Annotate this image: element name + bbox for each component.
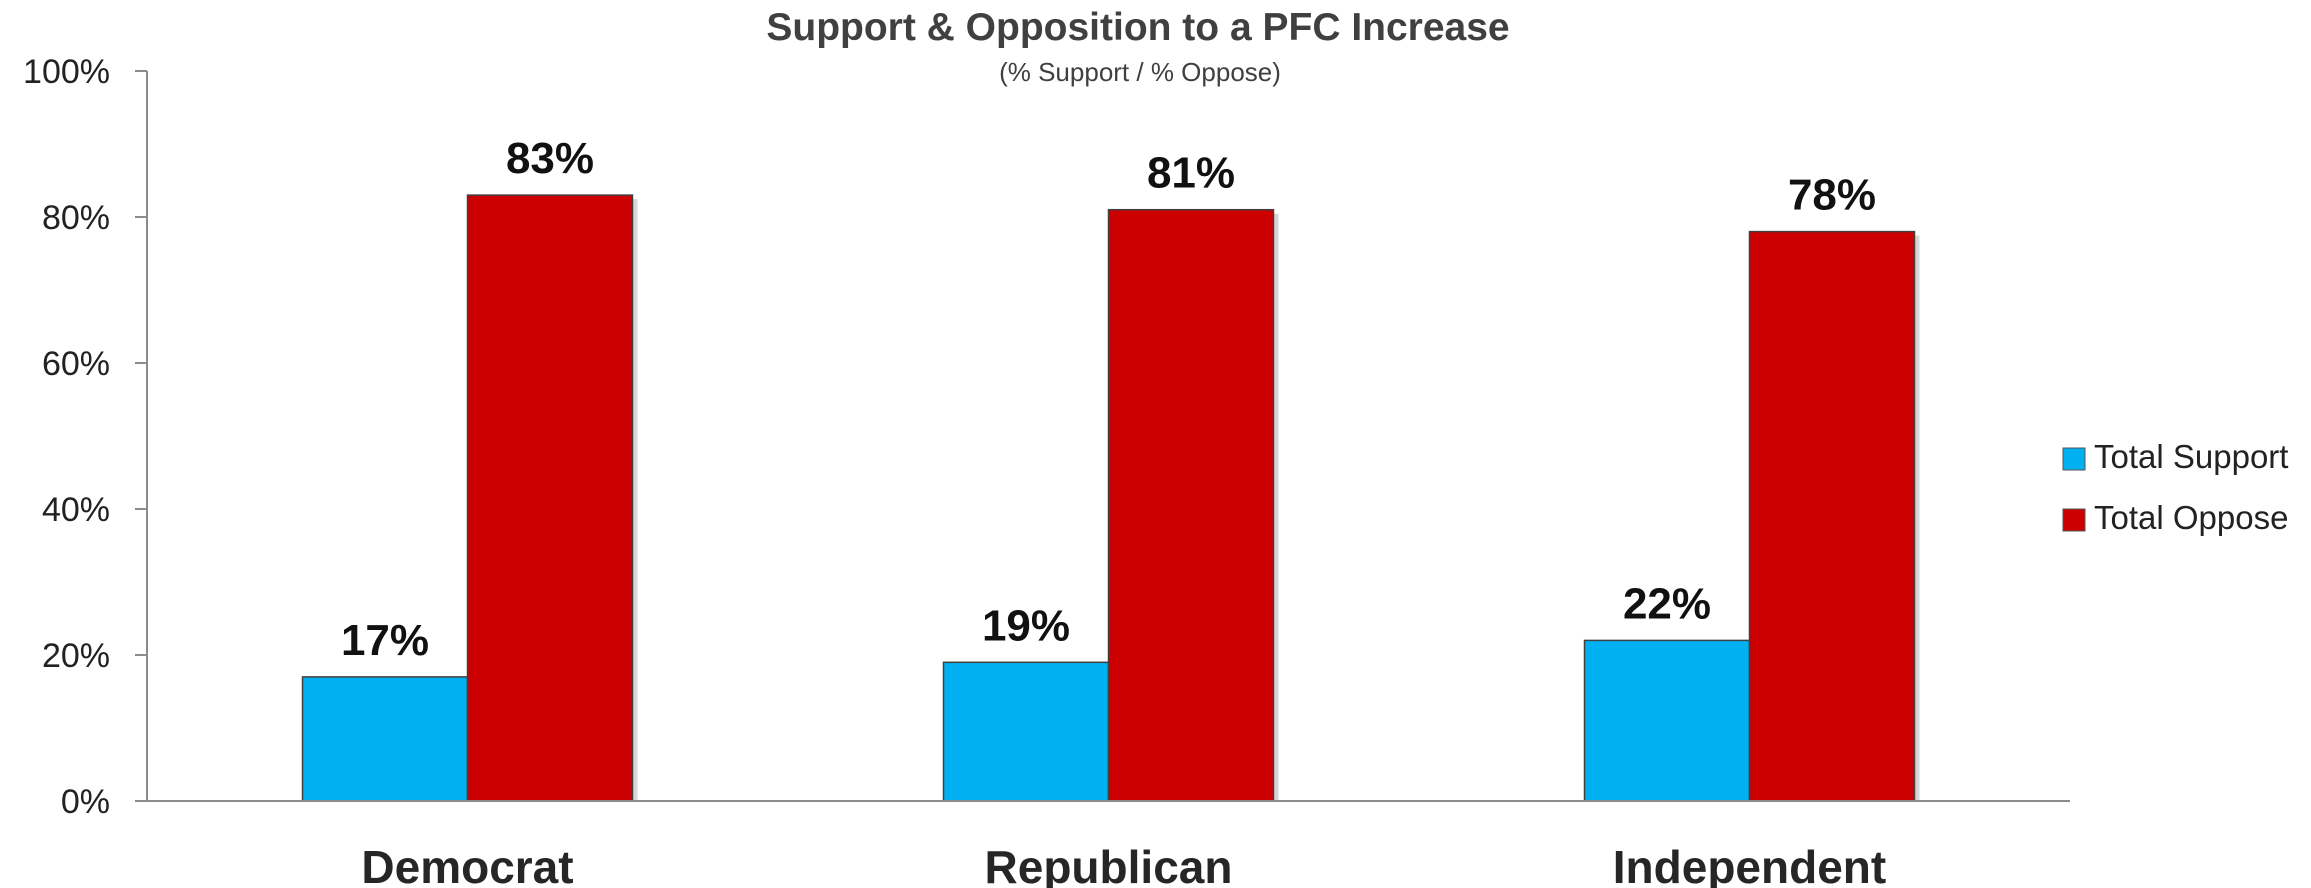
bars: 17% 83% 19% 81% 22% 78% bbox=[301, 134, 1920, 802]
legend-label-total-oppose: Total Oppose bbox=[2094, 499, 2288, 536]
chart-title: Support & Opposition to a PFC Increase bbox=[766, 6, 1509, 49]
bar-total-support bbox=[301, 676, 469, 802]
data-label: 22% bbox=[1623, 579, 1711, 628]
legend: Total Support Total Oppose bbox=[2062, 438, 2288, 536]
x-axis: Democrat Republican Independent bbox=[147, 800, 2070, 888]
y-tick-label: 40% bbox=[42, 491, 110, 529]
y-tick-label: 60% bbox=[42, 345, 110, 383]
data-label: 81% bbox=[1147, 149, 1235, 198]
bar-total-oppose bbox=[466, 194, 634, 802]
y-tick-label: 0% bbox=[61, 783, 110, 821]
y-tick-label: 100% bbox=[23, 53, 110, 91]
bar-total-support bbox=[1583, 639, 1751, 802]
legend-swatch-total-support bbox=[2062, 447, 2086, 471]
y-tick-label: 20% bbox=[42, 637, 110, 675]
data-label: 83% bbox=[506, 134, 594, 183]
data-label: 19% bbox=[982, 601, 1070, 650]
data-label: 17% bbox=[341, 616, 429, 665]
legend-label-total-support: Total Support bbox=[2094, 438, 2288, 475]
x-category-label: Republican bbox=[985, 841, 1233, 888]
data-label: 78% bbox=[1788, 171, 1876, 220]
x-category-label: Democrat bbox=[361, 841, 573, 888]
bar-total-support bbox=[942, 661, 1110, 802]
chart-subtitle: (% Support / % Oppose) bbox=[999, 57, 1281, 87]
legend-swatch-total-oppose bbox=[2062, 508, 2086, 532]
bar-total-oppose bbox=[1748, 230, 1916, 802]
bar-total-oppose bbox=[1107, 208, 1275, 802]
y-tick-label: 80% bbox=[42, 199, 110, 237]
y-axis: 0% 20% 40% 60% 80% 100% bbox=[23, 53, 148, 821]
x-category-label: Independent bbox=[1613, 841, 1886, 888]
